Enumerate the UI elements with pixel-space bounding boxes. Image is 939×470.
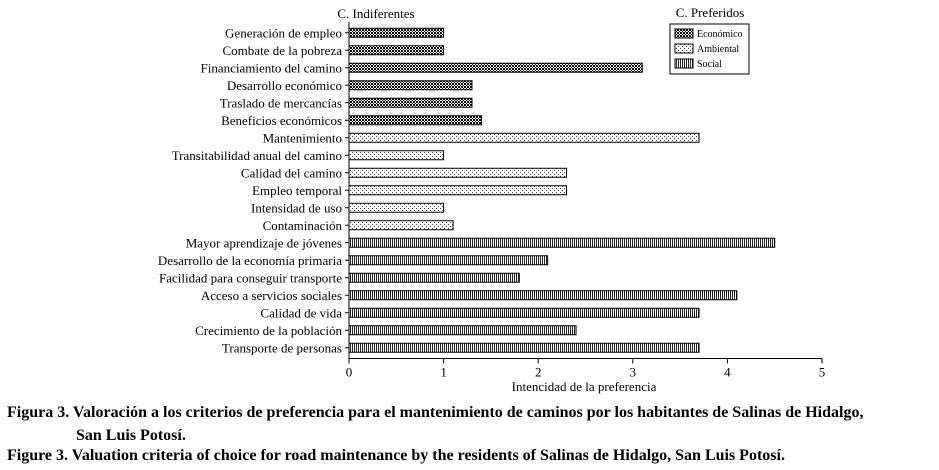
bar	[348, 220, 454, 231]
category-label: Facilidad para conseguir transporte	[159, 270, 342, 285]
caption-es-line2: San Luis Potosí.	[76, 427, 186, 444]
x-tick-label: 2	[535, 365, 542, 380]
legend-swatch	[674, 58, 694, 69]
legend-swatch	[674, 28, 694, 39]
bar	[348, 185, 568, 196]
bar	[348, 115, 482, 126]
bar	[348, 80, 473, 91]
category-label: Transporte de personas	[222, 340, 342, 355]
bar	[348, 255, 549, 266]
bar	[348, 45, 445, 56]
category-label: Calidad del camino	[241, 165, 342, 180]
category-labels: Generación de empleo Combate de la pobrez…	[158, 25, 349, 355]
category-label: Mayor aprendizaje de jóvenes	[186, 235, 342, 250]
category-label: Beneficios económicos	[221, 113, 342, 128]
x-tick-label: 1	[440, 365, 447, 380]
bar	[348, 272, 520, 283]
bar-chart: Generación de empleo Combate de la pobrez…	[158, 5, 826, 394]
category-label: Intensidad de uso	[251, 200, 342, 215]
bar	[348, 307, 700, 318]
bar	[348, 167, 568, 178]
bar	[348, 325, 577, 336]
category-label: Combate de la pobreza	[223, 43, 343, 58]
x-tick-label: 4	[724, 365, 731, 380]
category-label: Generación de empleo	[225, 25, 342, 40]
bar	[348, 27, 445, 38]
category-label: Desarrollo económico	[227, 78, 342, 93]
x-tick-label: 3	[630, 365, 637, 380]
bar	[348, 97, 473, 108]
category-label: Traslado de mercancías	[220, 95, 342, 110]
bar	[348, 290, 738, 301]
bar	[348, 237, 776, 248]
category-label: Calidad de vida	[260, 305, 342, 320]
category-label: Transitabilidad anual del camino	[172, 148, 342, 163]
category-label: Acceso a servicios sociales	[201, 288, 342, 303]
bar	[348, 342, 700, 353]
legend: C. Preferidos Económico Ambiental Social	[669, 5, 750, 75]
category-label: Contaminación	[263, 218, 343, 233]
x-axis-title: Intencidad de la preferencia	[512, 379, 657, 394]
annotation-indiferentes: C. Indiferentes	[337, 6, 414, 21]
bar	[348, 202, 445, 213]
bar	[348, 62, 643, 73]
category-label: Desarrollo de la economía primaria	[158, 253, 342, 268]
x-ticks: 0 1 2 3 4 5	[346, 358, 826, 380]
legend-label: Ambiental	[697, 44, 739, 55]
legend-title: C. Preferidos	[676, 5, 745, 20]
legend-label: Económico	[697, 29, 743, 40]
category-label: Financiamiento del camino	[200, 60, 342, 75]
category-label: Empleo temporal	[252, 183, 342, 198]
caption-en: Figure 3. Valuation criteria of choice f…	[7, 447, 785, 464]
legend-label: Social	[697, 59, 722, 70]
x-tick-label: 5	[819, 365, 826, 380]
legend-swatch	[674, 43, 694, 54]
category-label: Crecimiento de la población	[195, 323, 342, 338]
bar	[348, 132, 700, 143]
caption-es-line1: Figura 3. Valoración a los criterios de …	[7, 404, 864, 421]
x-tick-label: 0	[346, 365, 353, 380]
category-label: Mantenimiento	[263, 130, 342, 145]
bar	[348, 150, 445, 161]
bars-group	[348, 27, 776, 353]
